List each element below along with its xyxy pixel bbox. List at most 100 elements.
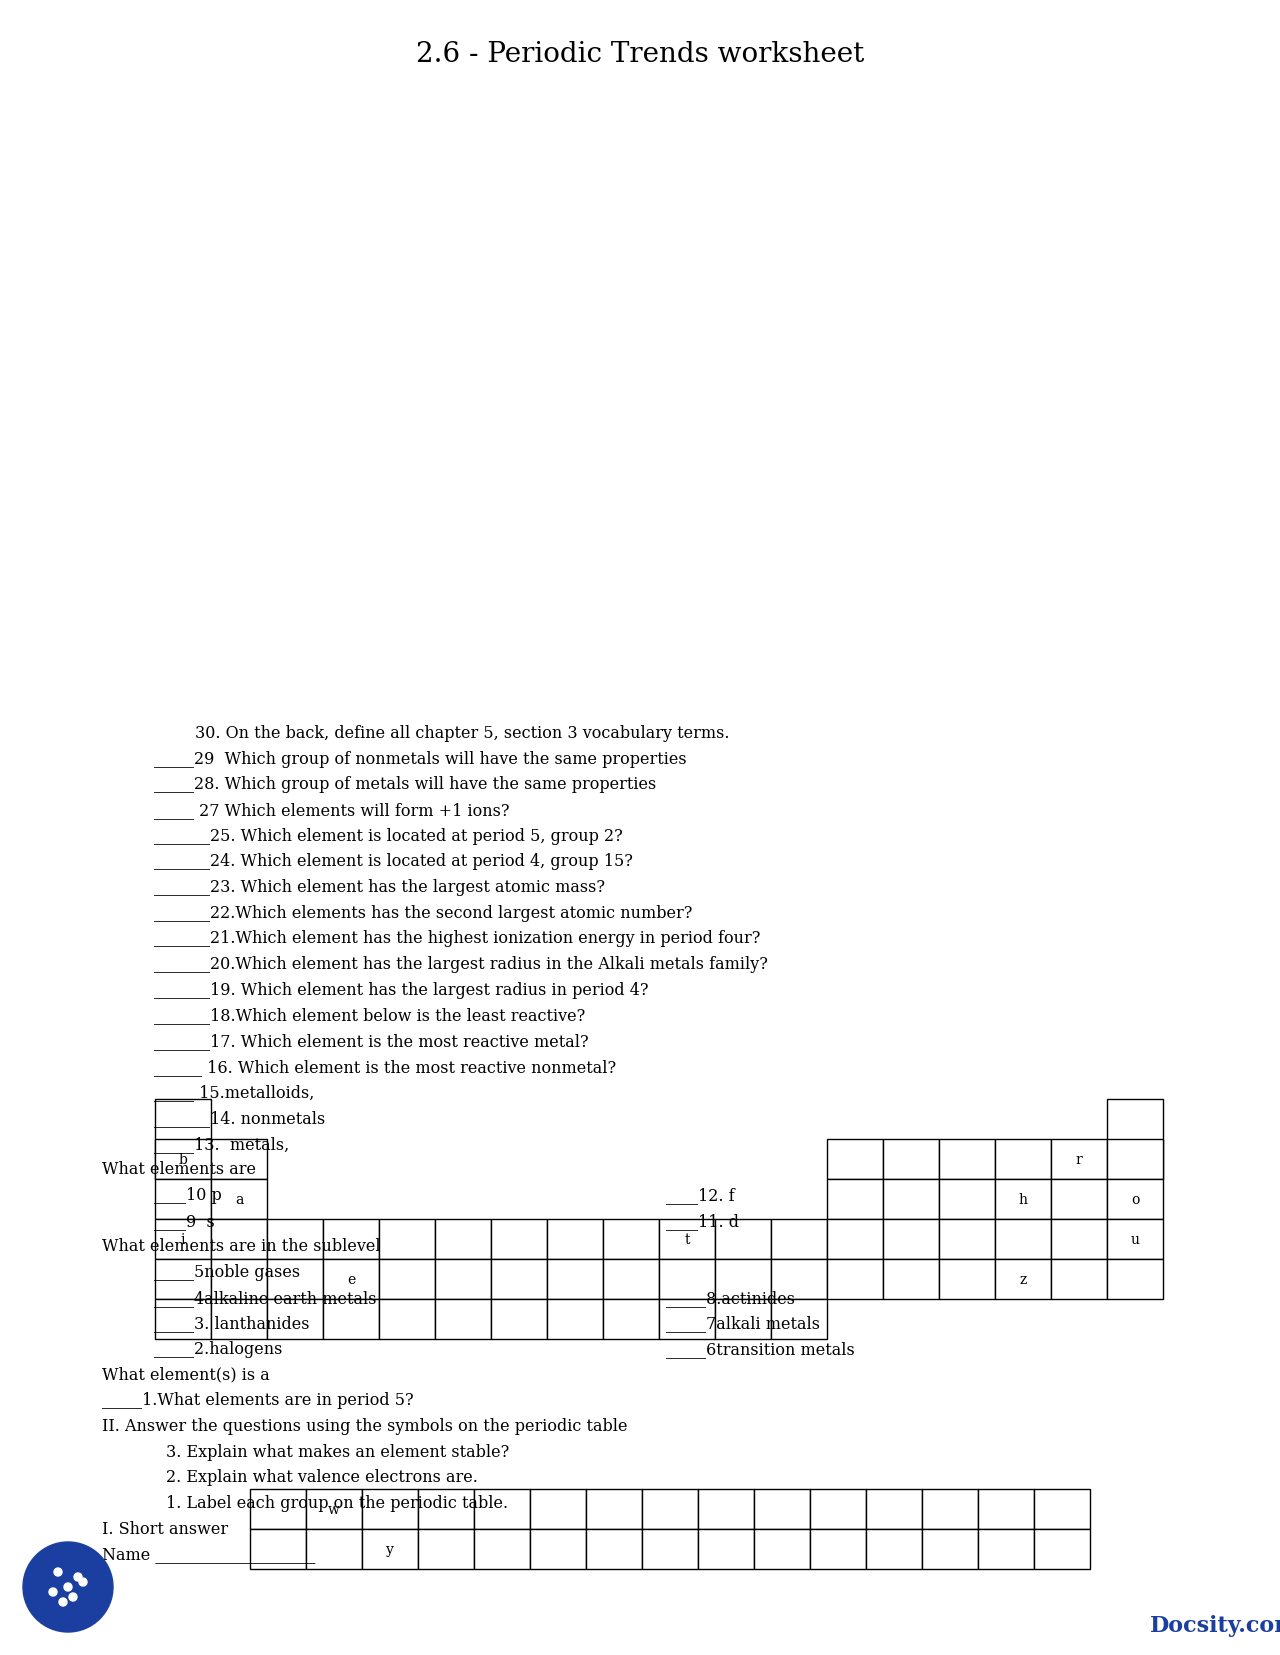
Bar: [1107, 1259, 1164, 1299]
Text: _______21.Which element has the highest ionization energy in period four?: _______21.Which element has the highest …: [154, 930, 760, 947]
Bar: [1051, 1139, 1107, 1180]
Bar: [940, 1220, 995, 1259]
Bar: [603, 1299, 659, 1339]
Bar: [155, 1180, 211, 1220]
Text: _____28. Which group of metals will have the same properties: _____28. Which group of metals will have…: [154, 776, 655, 793]
Text: I. Short answer: I. Short answer: [102, 1519, 229, 1537]
Circle shape: [69, 1594, 77, 1600]
Circle shape: [79, 1579, 87, 1585]
Text: 30. On the back, define all chapter 5, section 3 vocabulary terms.: 30. On the back, define all chapter 5, s…: [154, 725, 730, 741]
Bar: [474, 1529, 530, 1569]
Bar: [250, 1529, 306, 1569]
Bar: [419, 1529, 474, 1569]
Bar: [810, 1529, 867, 1569]
Bar: [547, 1259, 603, 1299]
Text: What elements are: What elements are: [102, 1160, 256, 1178]
Bar: [810, 1490, 867, 1529]
Text: ____12. f: ____12. f: [666, 1187, 735, 1203]
Bar: [1107, 1180, 1164, 1220]
Text: _______23. Which element has the largest atomic mass?: _______23. Which element has the largest…: [154, 879, 604, 895]
Text: _____5noble gases: _____5noble gases: [154, 1263, 300, 1281]
Circle shape: [23, 1542, 113, 1632]
Bar: [978, 1490, 1034, 1529]
Bar: [530, 1529, 586, 1569]
Bar: [771, 1259, 827, 1299]
Bar: [754, 1490, 810, 1529]
Bar: [155, 1259, 211, 1299]
Text: _______20.Which element has the largest radius in the Alkali metals family?: _______20.Which element has the largest …: [154, 955, 768, 973]
Text: _____ 27 Which elements will form +1 ions?: _____ 27 Which elements will form +1 ion…: [154, 801, 509, 819]
Text: _____13.  metals,: _____13. metals,: [154, 1135, 289, 1152]
Bar: [379, 1299, 435, 1339]
Bar: [492, 1299, 547, 1339]
Text: _____29  Which group of nonmetals will have the same properties: _____29 Which group of nonmetals will ha…: [154, 750, 686, 768]
Bar: [643, 1529, 698, 1569]
Bar: [659, 1259, 716, 1299]
Bar: [978, 1529, 1034, 1569]
Bar: [268, 1299, 323, 1339]
Bar: [250, 1490, 306, 1529]
Bar: [883, 1220, 940, 1259]
Text: a: a: [234, 1192, 243, 1206]
Bar: [940, 1259, 995, 1299]
Bar: [323, 1299, 379, 1339]
Text: _____7alkali metals: _____7alkali metals: [666, 1314, 819, 1332]
Bar: [379, 1259, 435, 1299]
Bar: [211, 1180, 268, 1220]
Text: o: o: [1130, 1192, 1139, 1206]
Text: Name ____________________: Name ____________________: [102, 1546, 316, 1562]
Bar: [547, 1220, 603, 1259]
Bar: [155, 1139, 211, 1180]
Bar: [306, 1529, 362, 1569]
Bar: [922, 1490, 978, 1529]
Bar: [867, 1529, 922, 1569]
Circle shape: [54, 1567, 61, 1576]
Bar: [827, 1259, 883, 1299]
Bar: [547, 1299, 603, 1339]
Bar: [1107, 1139, 1164, 1180]
Bar: [419, 1490, 474, 1529]
Bar: [1107, 1220, 1164, 1259]
Bar: [883, 1180, 940, 1220]
Bar: [155, 1299, 211, 1339]
Bar: [827, 1220, 883, 1259]
Text: II. Answer the questions using the symbols on the periodic table: II. Answer the questions using the symbo…: [102, 1417, 628, 1435]
Bar: [1034, 1490, 1091, 1529]
Bar: [211, 1259, 268, 1299]
Bar: [586, 1529, 643, 1569]
Bar: [306, 1490, 362, 1529]
Bar: [659, 1299, 716, 1339]
Bar: [716, 1299, 771, 1339]
Text: _______24. Which element is located at period 4, group 15?: _______24. Which element is located at p…: [154, 852, 632, 871]
Circle shape: [59, 1599, 67, 1605]
Text: h: h: [1019, 1192, 1028, 1206]
Text: What elements are in the sublevel: What elements are in the sublevel: [102, 1238, 381, 1254]
Bar: [659, 1220, 716, 1259]
Bar: [492, 1259, 547, 1299]
Bar: [362, 1529, 419, 1569]
Bar: [771, 1299, 827, 1339]
Bar: [435, 1259, 492, 1299]
Bar: [867, 1490, 922, 1529]
Text: u: u: [1130, 1233, 1139, 1246]
Bar: [211, 1299, 268, 1339]
Text: Docsity.com: Docsity.com: [1149, 1614, 1280, 1637]
Text: _______22.Which elements has the second largest atomic number?: _______22.Which elements has the second …: [154, 904, 692, 922]
Text: 2.6 - Periodic Trends worksheet: 2.6 - Periodic Trends worksheet: [416, 41, 864, 68]
Text: i: i: [180, 1233, 186, 1246]
Text: w: w: [328, 1503, 340, 1516]
Bar: [586, 1490, 643, 1529]
Text: y: y: [387, 1542, 394, 1556]
Text: _______19. Which element has the largest radius in period 4?: _______19. Which element has the largest…: [154, 981, 648, 998]
Bar: [155, 1220, 211, 1259]
Text: ____9  s: ____9 s: [154, 1211, 214, 1230]
Text: _____3. lanthanides: _____3. lanthanides: [154, 1314, 308, 1332]
Bar: [716, 1259, 771, 1299]
Bar: [995, 1180, 1051, 1220]
Bar: [1051, 1180, 1107, 1220]
Text: _____1.What elements are in period 5?: _____1.What elements are in period 5?: [102, 1392, 413, 1408]
Bar: [754, 1529, 810, 1569]
Circle shape: [64, 1584, 72, 1590]
Bar: [643, 1490, 698, 1529]
Bar: [1107, 1099, 1164, 1180]
